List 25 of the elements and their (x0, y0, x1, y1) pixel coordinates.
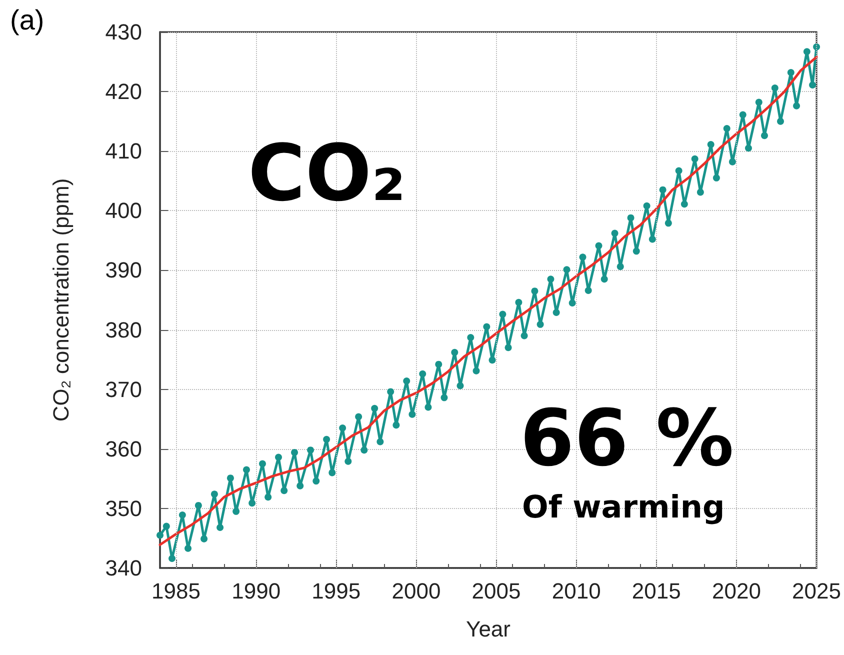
x-tick-label: 2010 (552, 578, 601, 604)
annotation: 66 % (520, 394, 734, 484)
x-tick-label: 2020 (712, 578, 761, 604)
x-tick-label: 1995 (312, 578, 361, 604)
x-tick-label: 2000 (392, 578, 441, 604)
x-tick-label: 2015 (632, 578, 681, 604)
y-tick-label: 380 (105, 317, 142, 342)
y-tick-label: 430 (105, 20, 142, 44)
annotation: CO₂ (248, 129, 406, 219)
y-tick-label: 400 (105, 198, 142, 224)
y-tick-label: 350 (105, 496, 142, 521)
y-axis-title: CO₂ concentration (ppm) (48, 178, 74, 422)
x-tick-label: 1990 (232, 578, 281, 604)
y-tick-label: 420 (105, 79, 142, 104)
text: (a) (10, 4, 44, 36)
x-axis-title: Year (466, 616, 510, 642)
annotation: Of warming (522, 490, 725, 526)
y-tick-label: 390 (105, 258, 142, 283)
y-tick-label: 370 (105, 376, 142, 402)
x-tick-label: 2005 (472, 578, 521, 604)
y-tick-label: 340 (105, 556, 142, 580)
y-tick-label: 360 (105, 436, 142, 462)
y-tick-label: 410 (105, 138, 142, 164)
x-tick-label: 2025 (792, 578, 842, 604)
x-tick-label: 1985 (152, 578, 200, 604)
